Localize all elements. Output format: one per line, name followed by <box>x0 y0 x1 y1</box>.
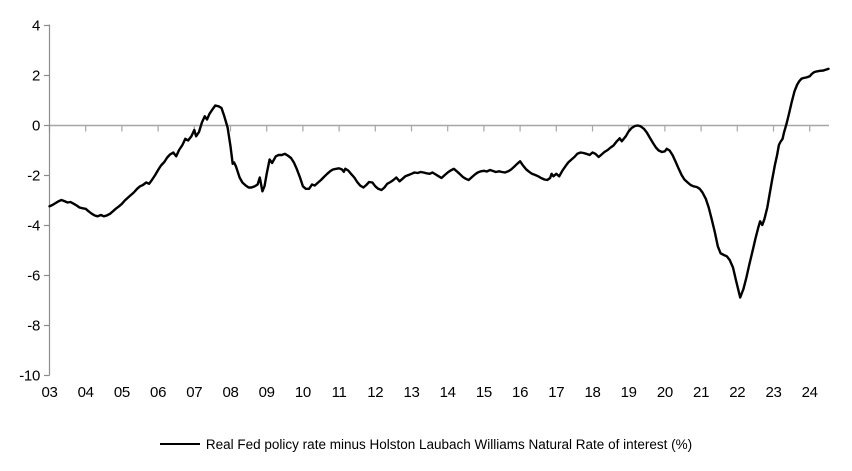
x-tick-label: 14 <box>440 384 456 401</box>
x-tick-label: 21 <box>693 384 709 401</box>
y-tick-label: -10 <box>19 368 40 385</box>
legend-line-swatch <box>159 443 200 445</box>
x-tick-label: 05 <box>114 384 130 401</box>
legend: Real Fed policy rate minus Holston Lauba… <box>0 431 852 457</box>
x-tick-label: 10 <box>295 384 311 401</box>
x-tick-label: 07 <box>186 384 202 401</box>
series-line <box>48 67 830 299</box>
x-tick-label: 24 <box>802 384 818 401</box>
x-tick-label: 15 <box>476 384 492 401</box>
x-tick-label: 13 <box>403 384 419 401</box>
x-tick-label: 17 <box>548 384 564 401</box>
y-tick-label: 2 <box>32 68 40 85</box>
x-tick-label: 11 <box>332 384 347 401</box>
x-tick-label: 16 <box>512 384 528 401</box>
y-tick-label: -6 <box>27 268 40 285</box>
x-tick-label: 03 <box>41 384 57 401</box>
y-tick-label: -8 <box>27 318 40 335</box>
y-tick-label: -2 <box>27 168 40 185</box>
x-tick-label: 18 <box>584 384 600 401</box>
x-tick-label: 19 <box>621 384 637 401</box>
x-tick-label: 06 <box>150 384 166 401</box>
y-tick-label: 4 <box>32 18 40 35</box>
y-tick-label: -4 <box>27 218 40 235</box>
x-tick-label: 08 <box>222 384 238 401</box>
x-tick-label: 22 <box>729 384 745 401</box>
x-tick-label: 20 <box>657 384 673 401</box>
x-tick-label: 12 <box>367 384 383 401</box>
x-tick-label: 04 <box>78 384 94 401</box>
legend-label: Real Fed policy rate minus Holston Lauba… <box>205 436 693 452</box>
x-tick-label: 23 <box>765 384 781 401</box>
x-tick-label: 09 <box>259 384 275 401</box>
y-tick-label: 0 <box>32 118 40 135</box>
